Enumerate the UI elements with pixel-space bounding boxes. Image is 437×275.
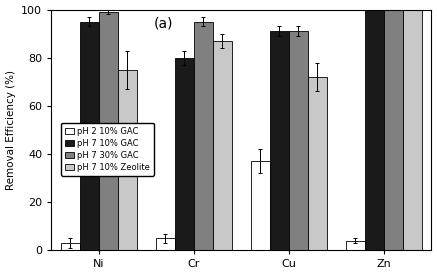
Bar [118,70,137,251]
Bar [289,31,308,251]
Bar [194,22,213,251]
Bar [175,58,194,251]
Bar [270,31,289,251]
Legend: pH 2 10% GAC, pH 7 10% GAC, pH 7 30% GAC, pH 7 10% Zeolite: pH 2 10% GAC, pH 7 10% GAC, pH 7 30% GAC… [61,123,154,176]
Bar [213,41,232,251]
Bar [80,22,99,251]
Bar [99,12,118,251]
Bar [365,10,384,251]
Bar [346,241,365,251]
Text: (a): (a) [154,17,173,31]
Bar [61,243,80,251]
Bar [403,10,422,251]
Bar [156,238,175,251]
Bar [308,77,327,251]
Y-axis label: Removal Efficiency (%): Removal Efficiency (%) [6,70,16,190]
Bar [251,161,270,251]
Bar [384,10,403,251]
